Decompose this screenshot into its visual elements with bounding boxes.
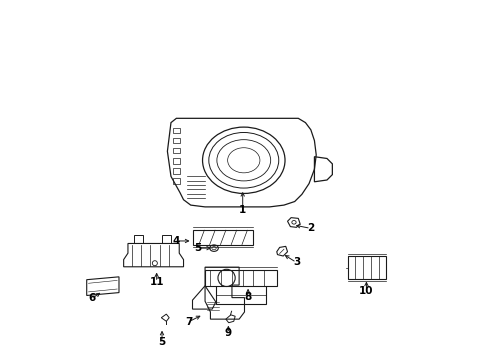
Text: 9: 9 [224, 328, 231, 338]
Text: 2: 2 [306, 224, 314, 233]
Text: 11: 11 [149, 277, 163, 287]
Text: 3: 3 [292, 257, 300, 267]
Text: 10: 10 [359, 286, 373, 296]
Text: 8: 8 [244, 292, 251, 302]
Text: 6: 6 [88, 293, 96, 303]
Text: 5: 5 [158, 337, 165, 347]
Text: 1: 1 [239, 206, 246, 216]
Text: 4: 4 [172, 236, 180, 246]
Text: 5: 5 [194, 243, 201, 253]
Text: 7: 7 [185, 317, 192, 327]
